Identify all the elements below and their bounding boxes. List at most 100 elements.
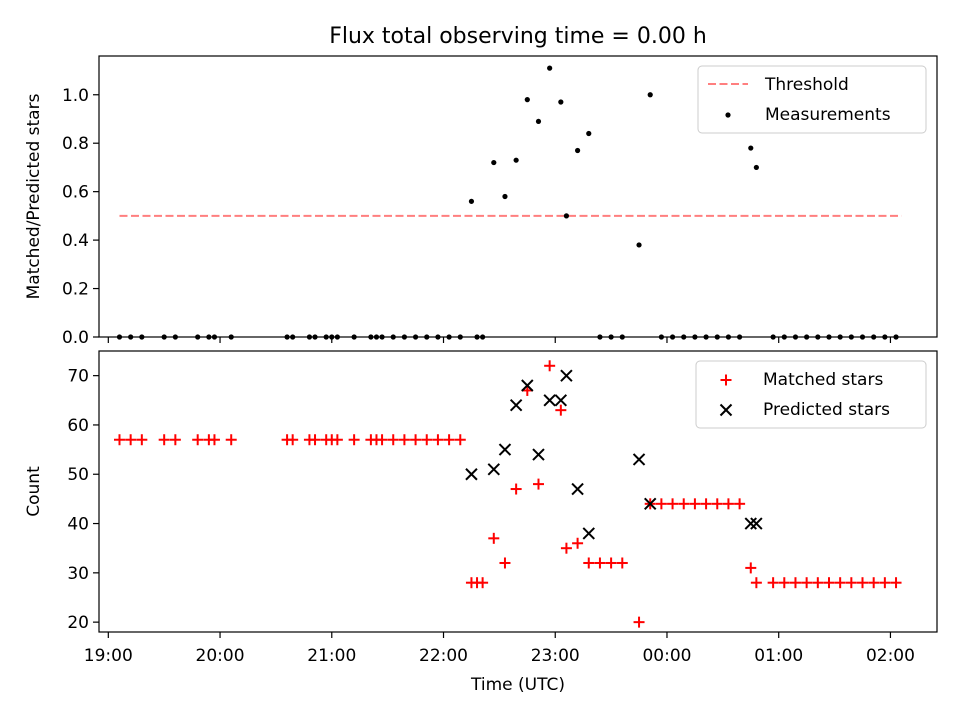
top-ytick-label: 0.6	[62, 183, 89, 203]
bottom-ylabel: Count	[24, 466, 44, 517]
matched-star-point	[655, 498, 667, 510]
measurement-point	[306, 334, 313, 340]
measurement-point	[547, 65, 553, 71]
measurement-point	[619, 334, 625, 340]
measurement-point	[351, 334, 357, 340]
measurement-point	[373, 334, 380, 340]
matched-star-point	[208, 434, 220, 446]
measurement-point	[714, 334, 720, 340]
measurement-point	[206, 334, 212, 340]
xlabel: Time (UTC)	[470, 675, 565, 695]
top-ytick-label: 0.8	[62, 134, 89, 154]
matched-star-point	[309, 434, 321, 446]
matched-star-point	[499, 557, 511, 569]
xtick-label: 20:00	[196, 646, 245, 666]
top-frame	[98, 55, 938, 338]
matched-star-point	[113, 434, 125, 446]
matched-star-point	[421, 434, 433, 446]
measurement-point	[893, 334, 899, 340]
predicted-star-point	[487, 463, 500, 476]
matched-star-point	[555, 404, 567, 416]
matched-star-point	[398, 434, 410, 446]
matched-star-point	[387, 434, 399, 446]
legend-predicted-swatch	[719, 403, 733, 417]
matched-star-point	[572, 537, 584, 549]
measurement-point	[435, 334, 441, 340]
predicted-star-point	[750, 517, 763, 530]
bottom-ytick-label: 70	[67, 367, 89, 387]
bottom-ytick-label: 50	[67, 465, 89, 485]
matched-star-point	[616, 557, 628, 569]
matched-star-point	[192, 434, 204, 446]
matched-star-point	[678, 498, 690, 510]
measurement-point	[139, 334, 145, 340]
measurement-point	[563, 213, 570, 219]
measurement-point	[826, 334, 832, 340]
bottom-plot: 20 30 40 50 60 70 19:00 20:00 21:00 22:00 23:00 00:…	[24, 350, 938, 695]
legend-threshold-label: Threshold	[764, 75, 849, 95]
matched-star-point	[845, 577, 857, 589]
matched-star-point	[745, 562, 757, 574]
measurement-point	[368, 334, 374, 340]
predicted-star-point	[509, 399, 523, 412]
xtick-label: 23:00	[531, 646, 580, 666]
measurement-point	[513, 157, 519, 163]
bottom-ytick-label: 40	[67, 515, 89, 535]
matched-star-point	[136, 434, 148, 446]
measurement-point	[815, 334, 821, 340]
measurement-point	[502, 193, 508, 200]
measurement-point	[116, 334, 123, 340]
measurement-point	[737, 334, 743, 340]
measurement-point	[424, 334, 430, 340]
measurement-point	[128, 334, 134, 340]
matched-star-point	[331, 434, 343, 446]
measurement-point	[401, 334, 408, 340]
measurement-point	[586, 130, 592, 137]
matched-star-point	[801, 577, 813, 589]
measurement-point	[753, 164, 759, 171]
matched-star-point	[734, 498, 746, 510]
measurement-point	[390, 334, 396, 340]
predicted-star-point	[498, 443, 512, 456]
measurement-point	[195, 334, 201, 340]
measurement-point	[323, 334, 329, 340]
xtick-label: 19:00	[84, 646, 133, 666]
bottom-ytick-label: 60	[67, 416, 89, 436]
matched-star-point	[789, 577, 801, 589]
matched-star-point	[376, 434, 388, 446]
measurement-point	[468, 198, 475, 204]
bottom-legend: Matched stars Predicted stars	[695, 360, 927, 429]
measurement-point	[882, 334, 888, 340]
measurement-point	[535, 118, 542, 125]
measurement-point	[524, 97, 530, 103]
xtick-label: 02:00	[866, 646, 915, 666]
matched-star-point	[410, 434, 422, 446]
matched-star-point	[605, 557, 617, 569]
measurement-point	[804, 334, 810, 340]
matched-star-point	[890, 577, 902, 589]
predicted-star-point	[632, 453, 646, 466]
measurement-point	[574, 147, 581, 154]
top-ytick-label: 0.4	[62, 231, 89, 251]
chart-title: Flux total observing time = 0.00 h	[329, 24, 707, 49]
predicted-star-point	[465, 468, 478, 481]
measurement-point	[597, 334, 603, 340]
measurement-point	[172, 334, 178, 340]
matched-star-point	[689, 498, 701, 510]
top-ylabel: Matched/Predicted stars	[24, 93, 44, 299]
measurement-point	[558, 99, 564, 105]
matched-star-point	[857, 577, 869, 589]
top-ytick-label: 0.0	[62, 328, 89, 348]
measurement-point	[848, 334, 854, 340]
predicted-star-point	[554, 394, 568, 407]
matched-star-point	[812, 577, 824, 589]
measurement-point	[412, 334, 419, 340]
matched-star-point	[532, 478, 544, 490]
legend-matched-label: Matched stars	[763, 370, 883, 390]
measurement-point	[608, 334, 614, 340]
matched-star-point	[667, 498, 679, 510]
matched-star-point	[488, 532, 500, 544]
matched-star-point	[778, 577, 790, 589]
matched-star-point	[722, 498, 734, 510]
